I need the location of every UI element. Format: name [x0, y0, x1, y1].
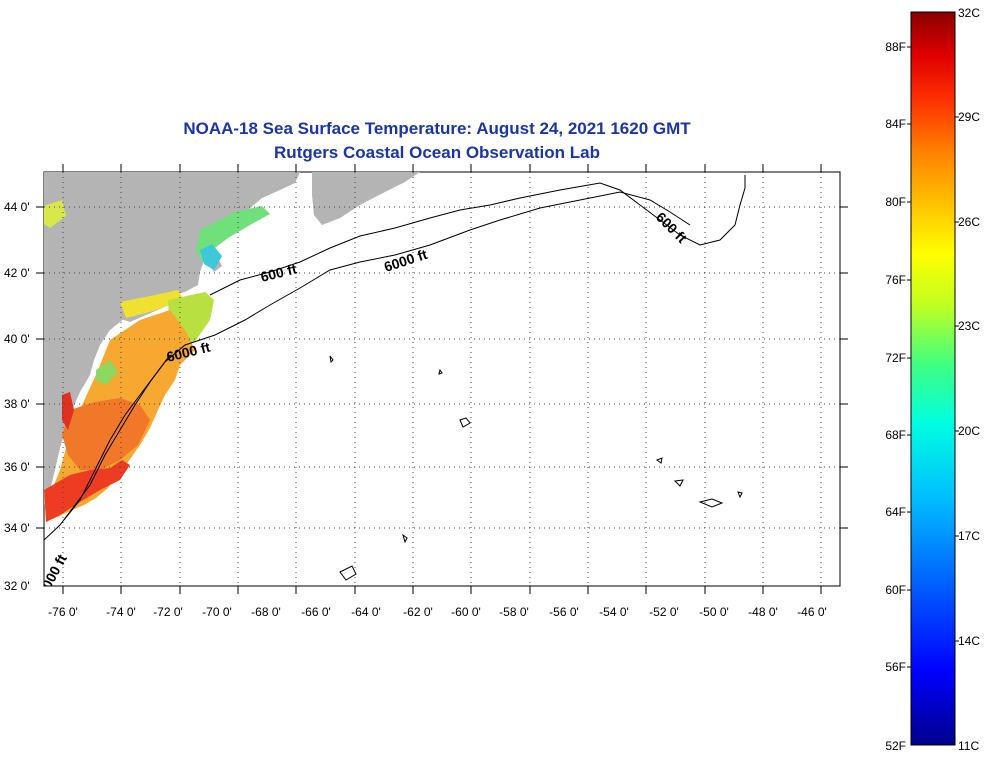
- colorbar-f-label: 80F: [885, 195, 906, 209]
- lat-label: 36 0': [4, 460, 30, 474]
- lon-label: -70 0': [202, 605, 232, 619]
- colorbar-f-labels: 88F 84F 80F 76F 72F 68F 64F 60F 56F 52F: [885, 40, 906, 753]
- lon-label: -58 0': [499, 605, 529, 619]
- colorbar-f-label: 52F: [885, 739, 906, 753]
- contour-islands: [329, 355, 743, 581]
- lon-label: -50 0': [699, 605, 729, 619]
- colorbar-f-label: 56F: [885, 660, 906, 674]
- land-nova-scotia: [312, 172, 420, 225]
- contour-600ft: [209, 175, 746, 296]
- lon-label: -46 0': [797, 605, 827, 619]
- colorbar-c-label: 32C: [958, 6, 980, 20]
- lon-labels: -76 0' -74 0' -72 0' -70 0' -68 0' -66 0…: [48, 605, 827, 619]
- colorbar-c-label: 17C: [958, 529, 980, 543]
- lat-label: 34 0': [4, 521, 30, 535]
- sst-patch-hatteras-red: [44, 460, 130, 522]
- sst-patch-green-fringe: [96, 360, 118, 385]
- lon-label: -54 0': [599, 605, 629, 619]
- lon-label: -72 0': [153, 605, 183, 619]
- axis-ticks: [36, 164, 848, 594]
- sst-patch-cyan: [200, 244, 222, 270]
- lat-label: 38 0': [4, 397, 30, 411]
- sst-patch-bay-red: [62, 392, 74, 430]
- colorbar-c-label: 29C: [958, 110, 980, 124]
- sst-patch-long-island: [120, 290, 184, 318]
- lat-label: 44 0': [4, 200, 30, 214]
- colorbar-f-label: 72F: [885, 351, 906, 365]
- colorbar-ticks: [907, 46, 959, 668]
- colorbar-f-label: 60F: [885, 583, 906, 597]
- lat-labels: 44 0' 42 0' 40 0' 38 0' 36 0' 34 0' 32 0…: [4, 200, 30, 593]
- colorbar-c-label: 26C: [958, 215, 980, 229]
- lon-label: -64 0': [351, 605, 381, 619]
- lon-label: -62 0': [403, 605, 433, 619]
- colorbar-c-label: 11C: [958, 739, 979, 753]
- lat-label: 40 0': [4, 332, 30, 346]
- lon-label: -68 0': [251, 605, 281, 619]
- lon-label: -76 0': [48, 605, 78, 619]
- lon-label: -66 0': [301, 605, 331, 619]
- colorbar-f-label: 68F: [885, 428, 906, 442]
- lon-label: -60 0': [451, 605, 481, 619]
- bathymetry-contours: [44, 175, 746, 581]
- contour-6000ft: [44, 191, 691, 541]
- map-title: NOAA-18 Sea Surface Temperature: August …: [183, 119, 691, 138]
- contour-shelf-inner: [63, 354, 171, 521]
- colorbar-c-label: 14C: [958, 634, 980, 648]
- lat-label: 42 0': [4, 266, 30, 280]
- colorbar-c-labels: 32C 29C 26C 23C 20C 17C 14C 11C: [958, 6, 980, 753]
- land-us-east-coast: [44, 172, 300, 505]
- map-subtitle: Rutgers Coastal Ocean Observation Lab: [274, 143, 600, 162]
- colorbar-c-label: 23C: [958, 319, 980, 333]
- lon-label: -56 0': [549, 605, 579, 619]
- colorbar-f-label: 88F: [885, 40, 906, 54]
- colorbar-f-label: 76F: [885, 273, 906, 287]
- colorbar: [910, 11, 956, 746]
- map-grid: [44, 172, 840, 586]
- lon-label: -52 0': [649, 605, 679, 619]
- lat-label: 32 0': [4, 579, 30, 593]
- lon-label: -48 0': [748, 605, 778, 619]
- colorbar-f-label: 64F: [885, 505, 906, 519]
- colorbar-c-label: 20C: [958, 424, 980, 438]
- lon-label: -74 0': [106, 605, 136, 619]
- colorbar-f-label: 84F: [885, 117, 906, 131]
